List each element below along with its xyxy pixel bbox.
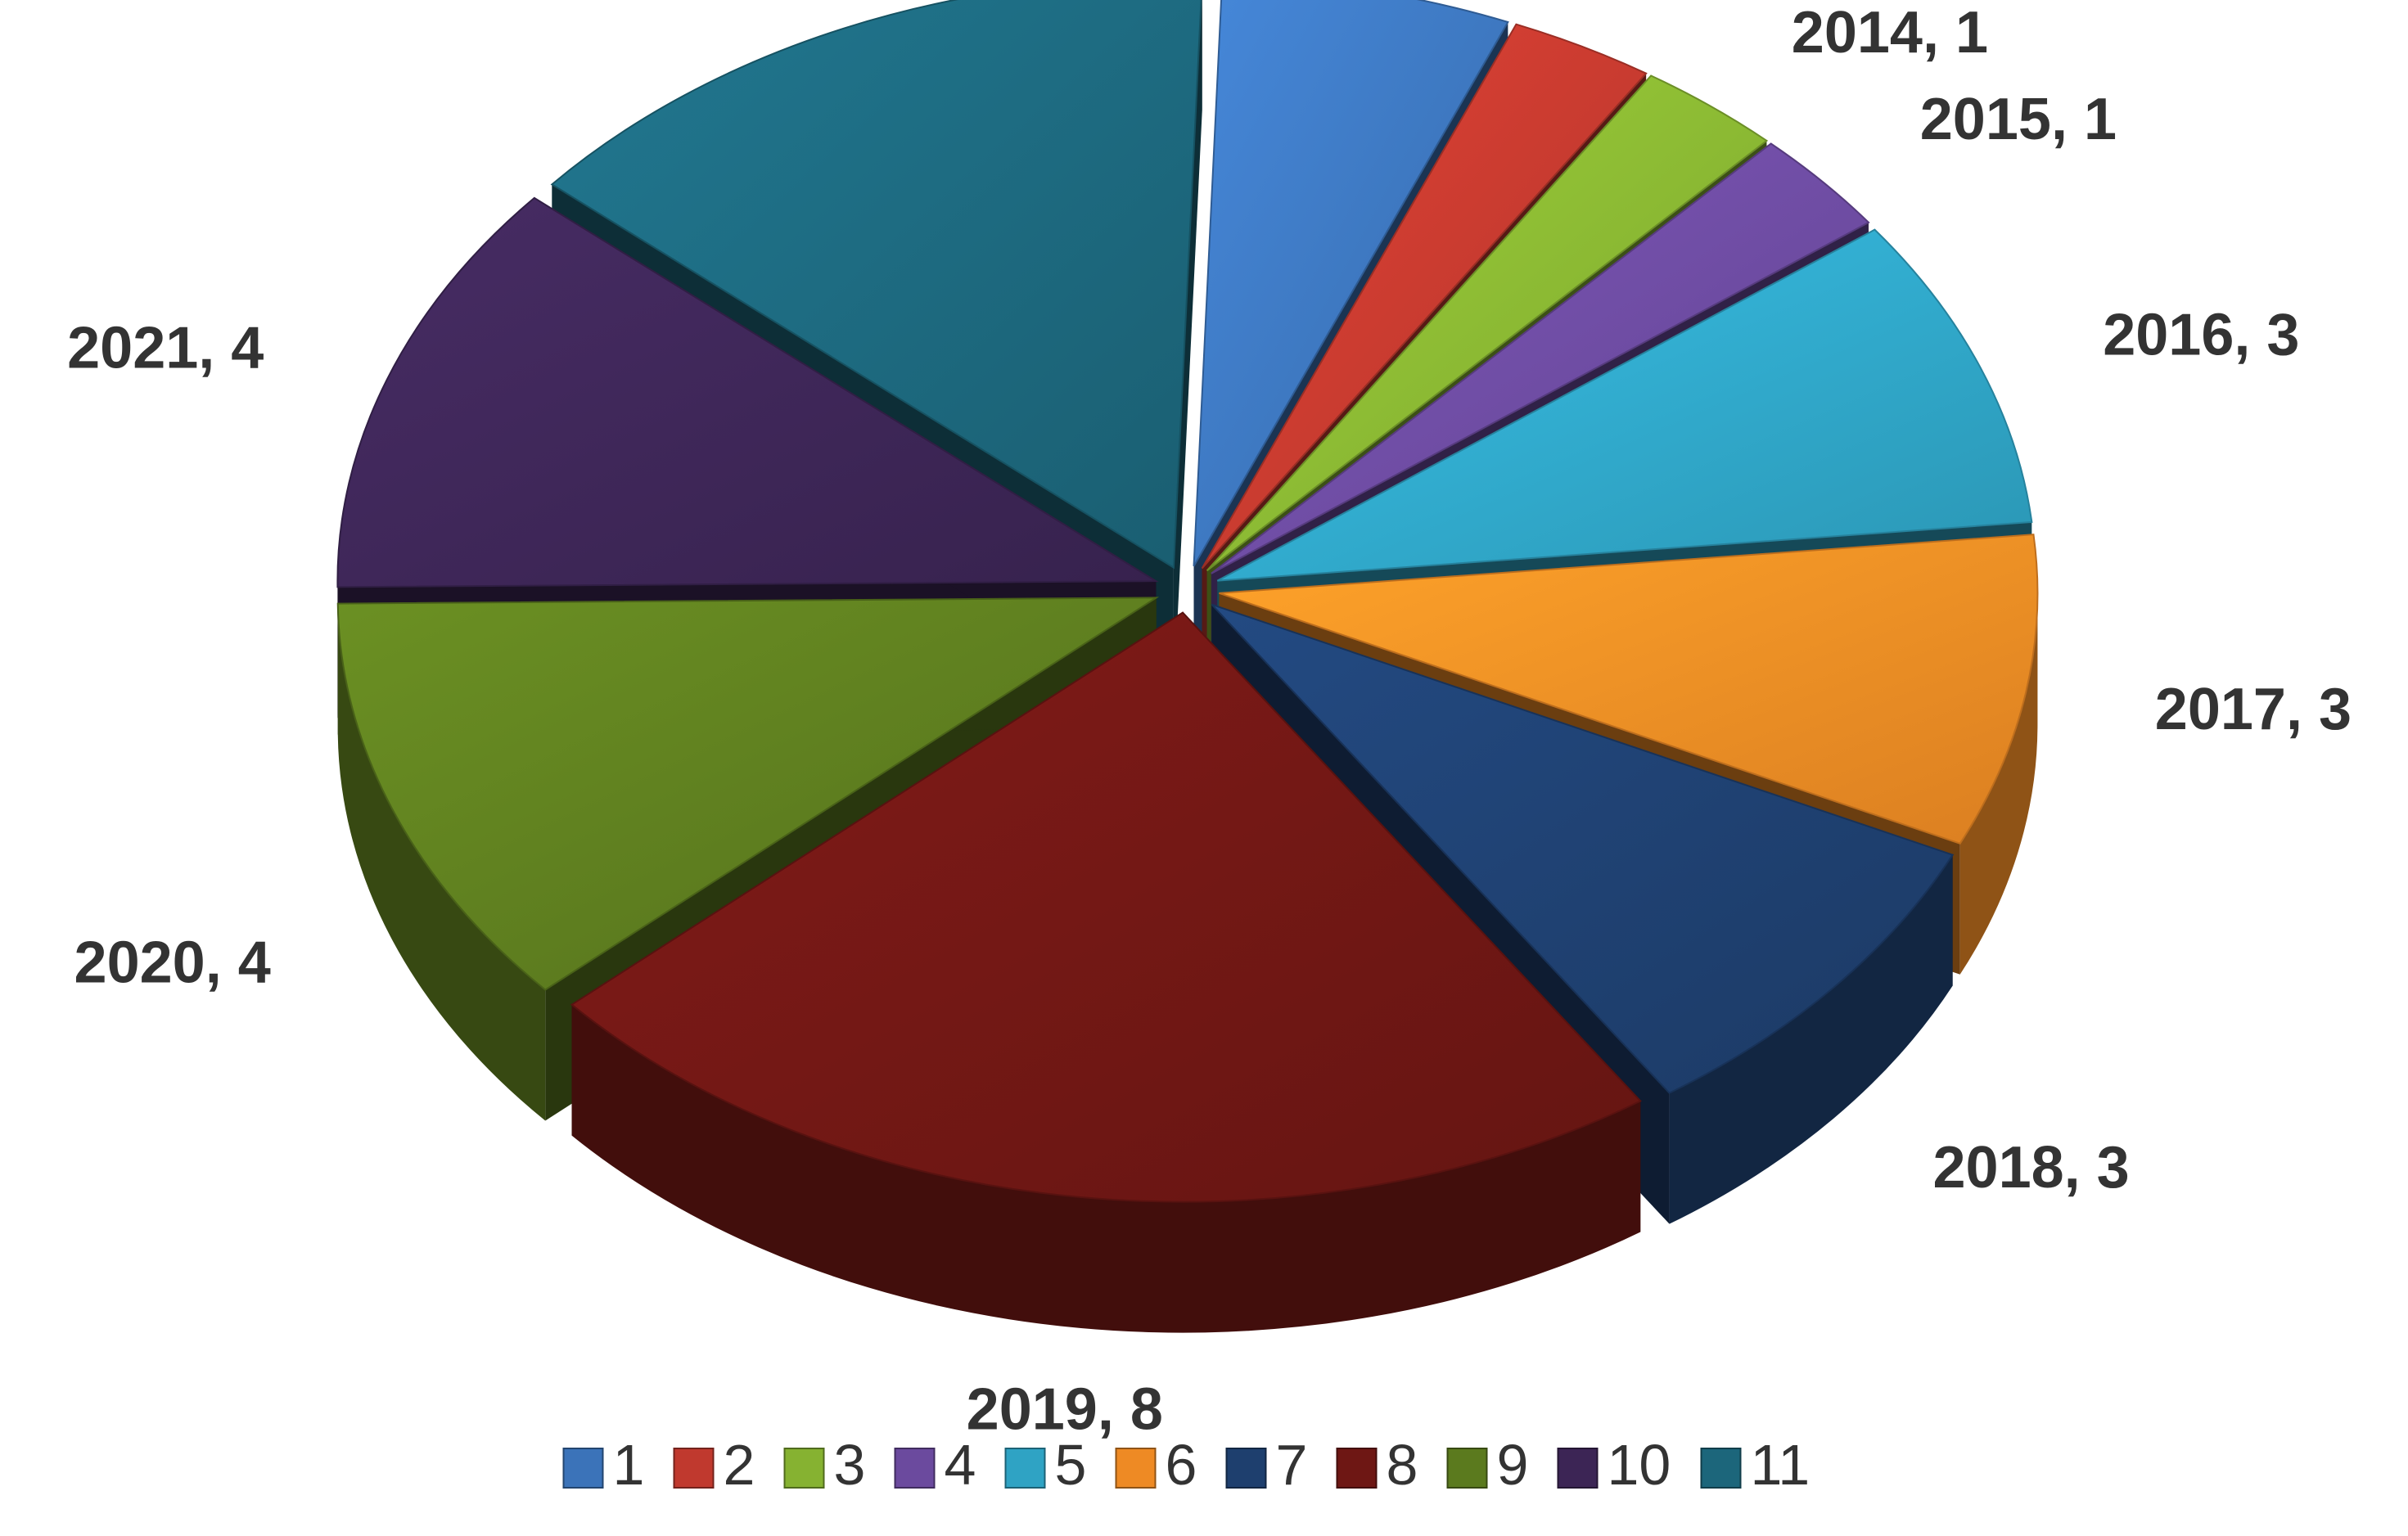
slice-top — [1193, 0, 1509, 567]
legend-swatch — [1557, 1448, 1599, 1489]
legend-item-5: 5 — [1004, 1433, 1087, 1497]
slice-top — [1219, 534, 2039, 845]
legend-item-2: 2 — [673, 1433, 755, 1497]
pie-slices — [336, 0, 2039, 1333]
legend-item-8: 8 — [1336, 1433, 1418, 1497]
legend-label: 8 — [1387, 1433, 1418, 1497]
slice-top — [336, 597, 1160, 991]
legend-label: 11 — [1751, 1433, 1811, 1497]
slice-top — [1211, 603, 1955, 1094]
slice-rim — [337, 603, 546, 1121]
legend: 1 2 3 4 5 6 7 8 9 10 11 — [562, 1433, 1811, 1497]
slice-top — [1201, 23, 1648, 570]
legend-label: 1 — [613, 1433, 645, 1497]
legend-swatch — [1004, 1448, 1046, 1489]
slice-rim — [1669, 854, 1953, 1224]
legend-swatch — [562, 1448, 604, 1489]
data-label-2019: 2019, 8 — [967, 1376, 1163, 1442]
legend-label: 6 — [1166, 1433, 1197, 1497]
legend-label: 5 — [1055, 1433, 1087, 1497]
legend-swatch — [1700, 1448, 1742, 1489]
data-label-2021: 2021, 4 — [67, 315, 264, 381]
slice-top — [1216, 228, 2033, 582]
legend-swatch — [673, 1448, 715, 1489]
legend-swatch — [894, 1448, 936, 1489]
legend-swatch — [1446, 1448, 1488, 1489]
slice-top — [1211, 142, 1870, 574]
legend-item-6: 6 — [1115, 1433, 1197, 1497]
legend-label: 9 — [1497, 1433, 1529, 1497]
legend-item-7: 7 — [1225, 1433, 1308, 1497]
legend-item-11: 11 — [1700, 1433, 1811, 1497]
legend-label: 4 — [945, 1433, 976, 1497]
legend-item-9: 9 — [1446, 1433, 1529, 1497]
data-label-2015: 2015, 1 — [1920, 87, 2117, 152]
slice-top — [1206, 74, 1769, 572]
slice-rim — [571, 1004, 1641, 1333]
pie-slice-2019 — [570, 611, 1642, 1333]
data-label-2020: 2020, 4 — [74, 930, 271, 996]
legend-label: 10 — [1608, 1433, 1671, 1497]
slice-rim — [1959, 592, 2038, 975]
slice-top — [550, 0, 1202, 570]
legend-item-4: 4 — [894, 1433, 976, 1497]
legend-label: 7 — [1276, 1433, 1308, 1497]
data-label-2018: 2018, 3 — [1933, 1135, 2130, 1200]
legend-swatch — [1336, 1448, 1378, 1489]
slice-top — [336, 196, 1159, 588]
legend-item-10: 10 — [1557, 1433, 1671, 1497]
legend-item-3: 3 — [783, 1433, 866, 1497]
legend-swatch — [1115, 1448, 1157, 1489]
legend-label: 2 — [724, 1433, 755, 1497]
legend-item-1: 1 — [562, 1433, 645, 1497]
slice-top — [570, 611, 1642, 1203]
legend-label: 3 — [834, 1433, 866, 1497]
legend-swatch — [1225, 1448, 1267, 1489]
data-label-2014: 2014, 1 — [1792, 0, 1988, 65]
data-label-2017: 2017, 3 — [2155, 677, 2352, 742]
data-label-2016: 2016, 3 — [2103, 302, 2299, 367]
legend-swatch — [783, 1448, 825, 1489]
slice-side-wall — [1173, 0, 1202, 699]
